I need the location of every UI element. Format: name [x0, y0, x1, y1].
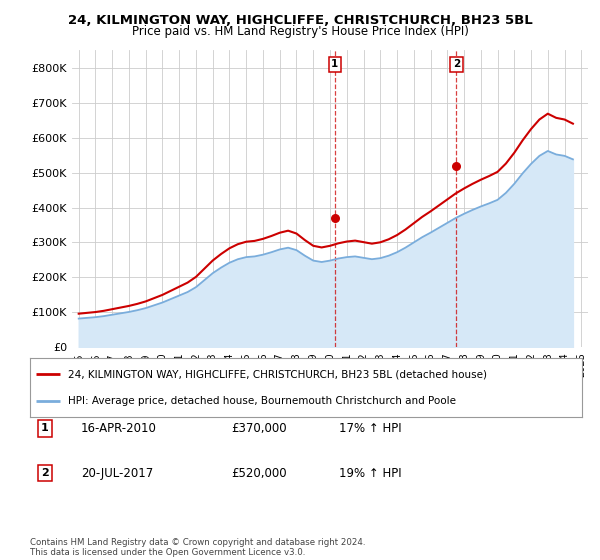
- Text: 24, KILMINGTON WAY, HIGHCLIFFE, CHRISTCHURCH, BH23 5BL: 24, KILMINGTON WAY, HIGHCLIFFE, CHRISTCH…: [68, 14, 532, 27]
- Text: 24, KILMINGTON WAY, HIGHCLIFFE, CHRISTCHURCH, BH23 5BL (detached house): 24, KILMINGTON WAY, HIGHCLIFFE, CHRISTCH…: [68, 369, 487, 379]
- Text: £520,000: £520,000: [231, 466, 287, 480]
- Text: 1: 1: [41, 423, 49, 433]
- Text: HPI: Average price, detached house, Bournemouth Christchurch and Poole: HPI: Average price, detached house, Bour…: [68, 396, 455, 407]
- Text: 17% ↑ HPI: 17% ↑ HPI: [339, 422, 401, 435]
- Point: [330, 213, 340, 222]
- Text: 16-APR-2010: 16-APR-2010: [81, 422, 157, 435]
- Text: 2: 2: [453, 59, 460, 69]
- Text: 20-JUL-2017: 20-JUL-2017: [81, 466, 153, 480]
- Text: 19% ↑ HPI: 19% ↑ HPI: [339, 466, 401, 480]
- Point: [452, 161, 461, 170]
- Text: 1: 1: [331, 59, 338, 69]
- Text: £370,000: £370,000: [231, 422, 287, 435]
- Text: 2: 2: [41, 468, 49, 478]
- Text: Contains HM Land Registry data © Crown copyright and database right 2024.
This d: Contains HM Land Registry data © Crown c…: [30, 538, 365, 557]
- Text: Price paid vs. HM Land Registry's House Price Index (HPI): Price paid vs. HM Land Registry's House …: [131, 25, 469, 38]
